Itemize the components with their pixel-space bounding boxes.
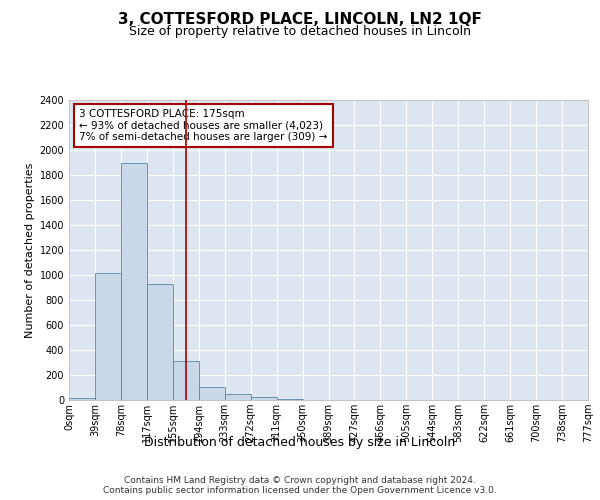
Text: 3 COTTESFORD PLACE: 175sqm
← 93% of detached houses are smaller (4,023)
7% of se: 3 COTTESFORD PLACE: 175sqm ← 93% of deta… (79, 109, 328, 142)
Bar (199, 387, 224, 400)
Text: Distribution of detached houses by size in Lincoln: Distribution of detached houses by size … (145, 436, 455, 449)
Bar (95, 272, 121, 400)
Bar (251, 397, 277, 400)
Text: Contains HM Land Registry data © Crown copyright and database right 2024.
Contai: Contains HM Land Registry data © Crown c… (103, 476, 497, 495)
Text: 3, COTTESFORD PLACE, LINCOLN, LN2 1QF: 3, COTTESFORD PLACE, LINCOLN, LN2 1QF (118, 12, 482, 28)
Bar (173, 360, 199, 400)
Bar (121, 162, 147, 400)
Bar (147, 284, 173, 400)
Text: Size of property relative to detached houses in Lincoln: Size of property relative to detached ho… (129, 25, 471, 38)
Bar (225, 394, 251, 400)
Bar (69, 398, 95, 400)
Y-axis label: Number of detached properties: Number of detached properties (25, 162, 35, 338)
